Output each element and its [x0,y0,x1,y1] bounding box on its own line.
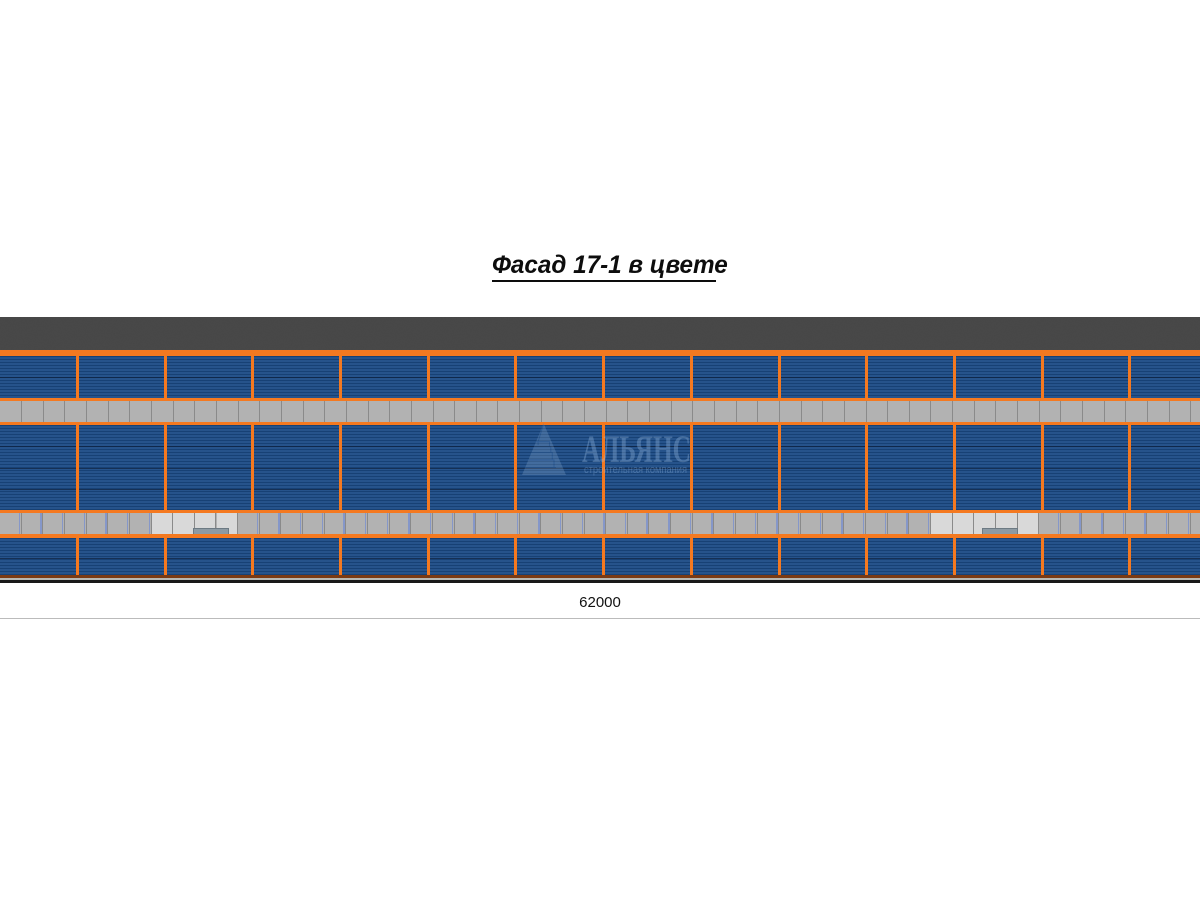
svg-text:строительная компания: строительная компания [584,464,687,476]
